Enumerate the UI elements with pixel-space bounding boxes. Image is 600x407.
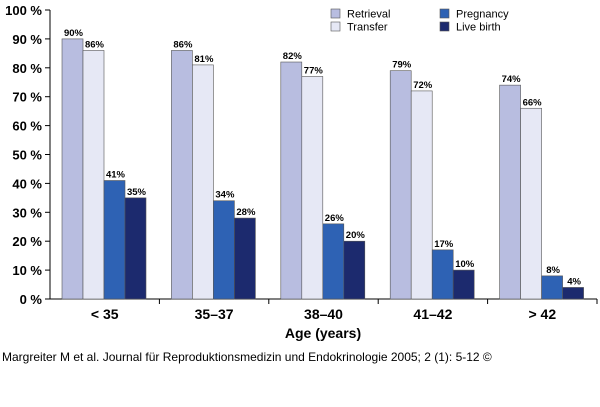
- bar: [192, 64, 214, 300]
- bar: [431, 249, 454, 300]
- bar-chart: 0 % 10 % 20 % 30 % 40 % 50 % 60 % 70 % 80 % 90 % 1…: [5, 3, 598, 341]
- bar-value-label: 81%: [194, 54, 214, 65]
- bar: [562, 287, 584, 300]
- bar-value-label: 86%: [85, 39, 105, 50]
- bar: [82, 50, 105, 300]
- bar: [103, 180, 126, 300]
- bar-value-label: 72%: [413, 80, 433, 91]
- x-axis: < 35 35–37 38–40 41–42 > 42: [50, 298, 598, 322]
- bar: [499, 84, 521, 300]
- bar: [171, 50, 193, 300]
- bar: [410, 90, 433, 300]
- bar: [452, 269, 475, 300]
- bar-value-label: 90%: [64, 28, 84, 39]
- bar: [61, 38, 84, 300]
- legend-label: Transfer: [347, 22, 388, 34]
- bar-value-label: 66%: [523, 97, 543, 108]
- x-tick-label: < 35: [91, 306, 119, 322]
- x-tick-label: 38–40: [304, 306, 343, 322]
- bar: [541, 275, 563, 300]
- y-tick-label: 10 %: [12, 263, 42, 278]
- bar: [124, 197, 147, 300]
- bar: [389, 70, 412, 300]
- legend-swatch: [439, 21, 450, 32]
- bar: [301, 76, 324, 300]
- y-tick-label: 30 %: [12, 205, 42, 220]
- legend-label: Live birth: [456, 22, 501, 34]
- bar-value-label: 17%: [434, 239, 454, 250]
- y-tick-label: 70 %: [12, 90, 42, 105]
- bar: [234, 217, 256, 300]
- x-tick-label: 41–42: [413, 306, 452, 322]
- bar-value-label: 4%: [567, 276, 581, 287]
- bar: [343, 240, 366, 300]
- legend-label: Retrieval: [347, 9, 390, 21]
- bar-value-label: 10%: [455, 259, 475, 270]
- bar: [280, 61, 303, 300]
- bar-value-label: 74%: [502, 74, 522, 85]
- y-tick-label: 90 %: [12, 32, 42, 47]
- legend-swatch: [439, 8, 450, 19]
- legend-swatch: [330, 21, 341, 32]
- x-tick-label: 35–37: [195, 306, 234, 322]
- y-tick-label: 40 %: [12, 176, 42, 191]
- bar: [520, 107, 542, 300]
- bar-value-label: 77%: [304, 65, 324, 76]
- y-tick-label: 100 %: [5, 3, 42, 18]
- bar: [322, 223, 345, 300]
- legend-label: Pregnancy: [456, 9, 509, 21]
- x-axis-title: Age (years): [285, 325, 361, 341]
- bar-value-label: 34%: [215, 190, 235, 201]
- y-tick-label: 80 %: [12, 61, 42, 76]
- bar: [213, 200, 235, 300]
- source-caption: Margreiter M et al. Journal für Reproduk…: [2, 350, 492, 364]
- x-tick-label: > 42: [528, 306, 556, 322]
- bar-value-label: 35%: [127, 187, 147, 198]
- bar-value-label: 41%: [106, 170, 126, 181]
- bar-value-label: 79%: [392, 60, 412, 71]
- bar-value-label: 8%: [546, 265, 560, 276]
- data-labels: 90%86%41%35%86%81%34%28%82%77%26%20%79%7…: [64, 28, 582, 288]
- bar-value-label: 82%: [283, 51, 303, 62]
- bars: [61, 38, 584, 300]
- y-axis: 0 % 10 % 20 % 30 % 40 % 50 % 60 % 70 % 80 % 90 % 1…: [5, 3, 51, 307]
- bar-value-label: 20%: [346, 230, 366, 241]
- bar-value-label: 28%: [236, 207, 256, 218]
- y-tick-label: 50 %: [12, 148, 42, 163]
- legend-swatch: [330, 8, 341, 19]
- y-tick-label: 20 %: [12, 234, 42, 249]
- bar-value-label: 86%: [173, 39, 193, 50]
- bar-value-label: 26%: [325, 213, 345, 224]
- y-tick-label: 0 %: [20, 292, 43, 307]
- y-tick-label: 60 %: [12, 119, 42, 134]
